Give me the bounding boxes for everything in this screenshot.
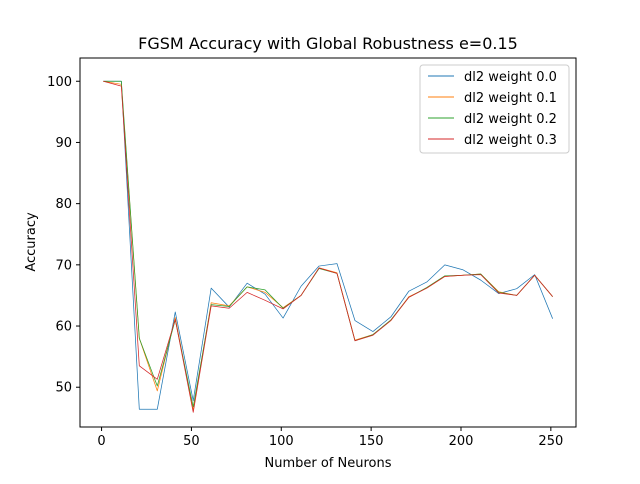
y-tick-label: 100 xyxy=(47,75,72,90)
plot-series xyxy=(103,80,553,413)
y-tick-label: 90 xyxy=(55,136,72,151)
x-tick-label: 0 xyxy=(97,434,105,449)
x-axis-label: Number of Neurons xyxy=(264,456,391,471)
legend-label: dl2 weight 0.1 xyxy=(464,91,557,106)
y-tick-label: 50 xyxy=(55,381,72,396)
series-line-3 xyxy=(103,80,553,413)
y-tick-label: 70 xyxy=(55,258,72,273)
x-tick-label: 250 xyxy=(538,434,563,449)
y-tick-label: 60 xyxy=(55,320,72,335)
legend-label: dl2 weight 0.3 xyxy=(464,133,557,148)
legend-label: dl2 weight 0.0 xyxy=(464,70,557,85)
plot-frame xyxy=(79,57,577,428)
legend-box xyxy=(419,64,570,154)
x-tick-label: 200 xyxy=(449,434,474,449)
y-tick-label: 80 xyxy=(55,197,72,212)
series-line-0 xyxy=(103,80,553,410)
x-tick-label: 150 xyxy=(359,434,384,449)
x-axis: 0 50 100 150 200 250 xyxy=(97,427,563,449)
legend-label: dl2 weight 0.2 xyxy=(464,112,557,127)
chart-title: FGSM Accuracy with Global Robustness e=0… xyxy=(138,34,518,53)
x-tick-label: 50 xyxy=(183,434,200,449)
y-axis: 50 60 70 80 90 100 xyxy=(47,75,80,396)
legend: dl2 weight 0.0 dl2 weight 0.1 dl2 weight 0… xyxy=(419,64,570,154)
x-tick-label: 100 xyxy=(269,434,294,449)
y-axis-label: Accuracy xyxy=(24,212,39,272)
